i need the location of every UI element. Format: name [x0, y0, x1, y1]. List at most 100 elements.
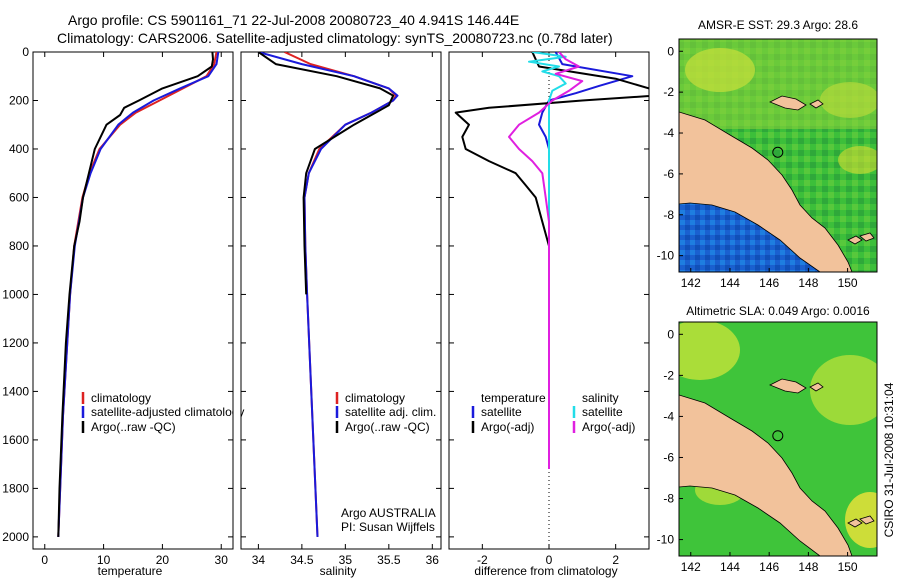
temperature-xlabel: temperature [98, 564, 163, 578]
sla-map-title: Altimetric SLA: 0.049 Argo: 0.0016 [686, 304, 870, 318]
temperature-legend: climatology satellite-adjusted climatolo… [81, 391, 244, 434]
x-tick-label: 146 [759, 276, 779, 290]
legend-title-salinity: salinity [582, 391, 619, 405]
x-tick-label: 35.5 [377, 553, 401, 567]
timestamp-label: CSIRO 31-Jul-2008 10:31:04 [882, 382, 896, 537]
series-line-red [57, 52, 218, 537]
series-line-magenta [508, 52, 584, 469]
y-tick-label: 1400 [2, 384, 29, 398]
sst-map-title: AMSR-E SST: 29.3 Argo: 28.6 [698, 18, 858, 32]
x-tick-label: 36 [426, 553, 440, 567]
x-tick-label: 10 [97, 553, 111, 567]
legend-label: Argo(..raw -QC) [91, 420, 176, 434]
x-tick-label: 142 [681, 560, 701, 574]
sst-warm-patch [685, 48, 755, 92]
y-tick-label: -4 [663, 409, 674, 423]
y-tick-label: 0 [22, 45, 29, 59]
sst-map [679, 39, 877, 272]
y-tick-label: -4 [663, 126, 674, 140]
legend-label: Argo(..raw -QC) [345, 420, 430, 434]
series-group [257, 52, 399, 537]
y-tick-label: 1600 [2, 433, 29, 447]
salinity-plot-frame [240, 51, 442, 550]
y-tick-label: -8 [663, 208, 674, 222]
series-line-blue [258, 52, 399, 537]
x-tick-label: 35 [339, 553, 353, 567]
small-island [809, 99, 824, 109]
x-tick-label: 0 [41, 553, 48, 567]
y-tick-label: 600 [9, 190, 29, 204]
x-tick-label: 144 [720, 560, 740, 574]
x-tick-label: 30 [215, 553, 229, 567]
sst-warm-patch [838, 146, 877, 174]
small-island [809, 382, 824, 392]
salinity-legend: climatology satellite adj. clim. Argo(..… [335, 391, 436, 434]
sla-map-frame [678, 321, 878, 557]
series-line-black [454, 52, 649, 469]
y-tick-label: -6 [663, 167, 674, 181]
y-tick-label: -8 [663, 492, 674, 506]
series-line-black [57, 52, 214, 537]
difference-chart: -2 0 2 [449, 51, 649, 567]
legend-label: satellite [481, 405, 522, 419]
sla-map [679, 322, 877, 556]
argo-float-marker [772, 430, 784, 442]
series-group [454, 52, 649, 469]
series-line-blue [57, 52, 220, 537]
legend-title-temperature: temperature [481, 391, 546, 405]
legend-label: climatology [345, 391, 405, 405]
new-britain-land [769, 95, 807, 111]
legend-label: climatology [91, 391, 151, 405]
y-tick-label: 1000 [2, 287, 29, 301]
small-island [859, 232, 875, 242]
x-tick-label: 142 [681, 276, 701, 290]
y-tick-label: 0 [667, 327, 674, 341]
y-tick-label: -6 [663, 450, 674, 464]
sst-coastal-cool-water [679, 195, 830, 272]
sst-map-axes: 142 144 146 148 150 0 -2 -4 -6 -8 -10 [657, 44, 858, 290]
legend-label: Argo(-adj) [481, 420, 534, 434]
small-island [859, 515, 875, 525]
new-guinea-land [679, 111, 853, 272]
series-line-red [284, 52, 397, 537]
x-tick-label: 0 [546, 553, 553, 567]
y-tick-label: 800 [9, 239, 29, 253]
x-tick-label: -2 [477, 553, 488, 567]
y-tick-label: 200 [9, 93, 29, 107]
y-tick-label: 2000 [2, 530, 29, 544]
y-tick-label: -10 [657, 249, 675, 263]
small-island [847, 235, 863, 245]
x-tick-label: 2 [612, 553, 619, 567]
figure-title-line2: Climatology: CARS2006. Satellite-adjuste… [57, 30, 613, 46]
x-tick-label: 34 [252, 553, 266, 567]
new-britain-land [769, 378, 807, 394]
legend-label: satellite-adjusted climatology [91, 405, 244, 419]
legend-label: satellite [582, 405, 623, 419]
x-tick-label: 148 [798, 560, 818, 574]
difference-xlabel: difference from climatology [474, 564, 617, 578]
pi-label: PI: Susan Wijffels [341, 520, 435, 534]
y-tick-label: 1800 [2, 481, 29, 495]
y-tick-label: -2 [663, 368, 674, 382]
argo-float-marker [772, 146, 784, 158]
x-tick-label: 146 [759, 560, 779, 574]
y-tick-label: -2 [663, 85, 674, 99]
legend-overflow-mask [233, 395, 241, 420]
temperature-chart: 0 200 400 600 800 1000 1200 1400 1600 1800 2000 0 10… [2, 45, 233, 567]
new-guinea-land [679, 394, 853, 556]
y-tick-label: 0 [667, 44, 674, 58]
series-line-black [257, 52, 395, 295]
legend-label: satellite adj. clim. [345, 405, 436, 419]
x-tick-label: 150 [838, 276, 858, 290]
salinity-xlabel: salinity [320, 564, 357, 578]
series-line-cyan [528, 52, 567, 469]
x-tick-label: 20 [156, 553, 170, 567]
sla-high-patch [810, 355, 877, 425]
y-tick-label: 400 [9, 142, 29, 156]
y-tick-label: -10 [657, 533, 675, 547]
temperature-plot-frame [32, 51, 234, 550]
x-tick-label: 34.5 [290, 553, 314, 567]
sst-warm-patch [820, 82, 877, 118]
x-tick-label: 150 [838, 560, 858, 574]
